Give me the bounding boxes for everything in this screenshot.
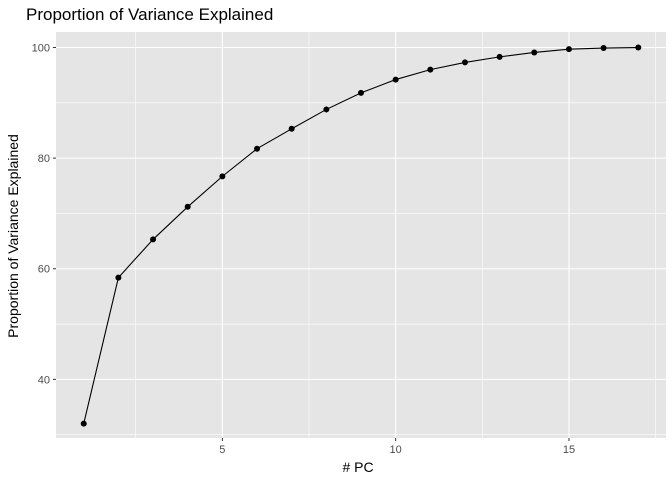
data-point	[635, 44, 642, 51]
y-tick-label: 40	[38, 374, 50, 386]
data-point	[392, 76, 399, 83]
data-point	[115, 274, 122, 281]
minor-gridlines	[56, 32, 666, 438]
data-point	[219, 173, 226, 180]
data-point	[427, 66, 434, 73]
y-tick-label: 60	[38, 264, 50, 276]
data-point	[461, 59, 468, 66]
data-point	[358, 89, 364, 96]
data-point	[323, 106, 330, 113]
data-point	[150, 236, 157, 243]
x-axis-title: # PC	[342, 459, 373, 475]
y-tick-label: 80	[38, 153, 50, 165]
data-point	[565, 46, 572, 53]
axis-ticks	[53, 46, 570, 441]
data-point	[600, 45, 607, 52]
chart-title: Proportion of Variance Explained	[26, 5, 273, 24]
data-point	[184, 203, 191, 210]
x-tick-label: 10	[390, 444, 402, 456]
data-point	[531, 49, 538, 56]
y-tick-label: 100	[32, 42, 50, 54]
tick-labels: 5 10 15 40 60 80 100	[32, 42, 575, 456]
data-points	[80, 44, 642, 427]
data-point	[496, 53, 503, 60]
x-tick-label: 15	[563, 444, 575, 456]
data-point	[288, 125, 295, 132]
x-tick-label: 5	[219, 444, 225, 456]
y-axis-title: Proportion of Variance Explained	[5, 134, 21, 338]
data-point	[80, 420, 87, 427]
major-gridlines	[56, 32, 666, 438]
data-point	[254, 145, 261, 152]
